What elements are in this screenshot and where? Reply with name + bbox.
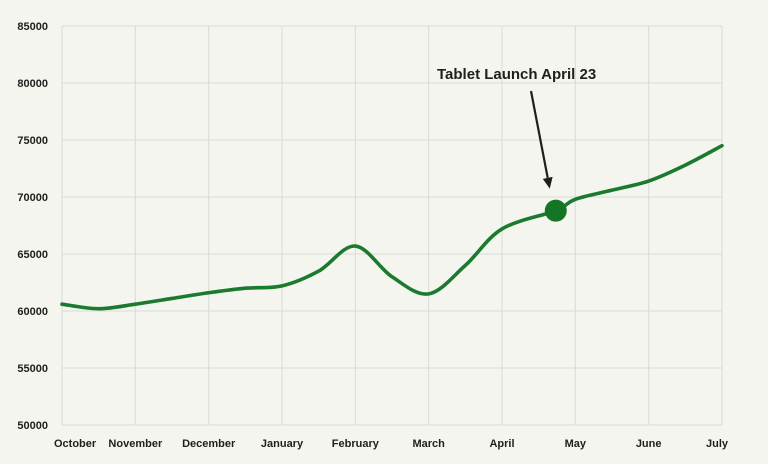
x-tick-label: June xyxy=(636,438,662,450)
data-point xyxy=(610,188,614,192)
x-tick-label: May xyxy=(565,438,587,450)
data-point xyxy=(97,307,101,311)
y-tick-label: 80000 xyxy=(17,78,48,90)
x-tick-label: July xyxy=(706,438,729,450)
x-tick-label: November xyxy=(108,438,163,450)
data-point xyxy=(170,296,174,300)
data-point xyxy=(353,244,357,248)
x-tick-label: February xyxy=(332,438,380,450)
data-point xyxy=(390,275,394,279)
x-tick-label: October xyxy=(54,438,97,450)
x-tick-label: April xyxy=(489,438,514,450)
annotation-marker xyxy=(544,199,567,222)
y-tick-label: 70000 xyxy=(17,192,48,204)
data-point xyxy=(463,263,467,267)
data-point xyxy=(427,292,431,296)
y-tick-label: 75000 xyxy=(17,135,48,147)
data-point xyxy=(280,284,284,288)
x-tick-label: December xyxy=(182,438,236,450)
y-tick-label: 55000 xyxy=(17,363,48,375)
x-axis-tick-labels: October November December January February Ma… xyxy=(54,438,729,450)
data-point xyxy=(317,269,321,273)
series-points xyxy=(60,144,724,311)
x-tick-label: January xyxy=(261,438,304,450)
x-tick-label: March xyxy=(412,438,445,450)
annotation-arrow xyxy=(529,90,549,179)
data-point xyxy=(133,302,137,306)
y-tick-label: 50000 xyxy=(17,420,48,432)
y-axis-tick-labels: 85000 80000 75000 70000 65000 60000 55000 50000 xyxy=(17,21,48,432)
data-point xyxy=(647,179,651,183)
grid xyxy=(61,25,723,426)
y-tick-label: 60000 xyxy=(17,306,48,318)
data-point xyxy=(720,144,724,148)
data-point xyxy=(243,286,247,290)
data-point xyxy=(500,227,504,231)
data-point xyxy=(683,163,687,167)
annotation-label: Tablet Launch April 23 xyxy=(437,66,596,83)
annotation-arrowhead xyxy=(542,176,553,189)
data-point xyxy=(207,291,211,295)
series-line xyxy=(60,143,724,311)
data-point xyxy=(573,197,577,201)
y-tick-label: 65000 xyxy=(17,249,48,261)
y-tick-label: 85000 xyxy=(17,21,48,33)
data-point xyxy=(60,302,64,306)
